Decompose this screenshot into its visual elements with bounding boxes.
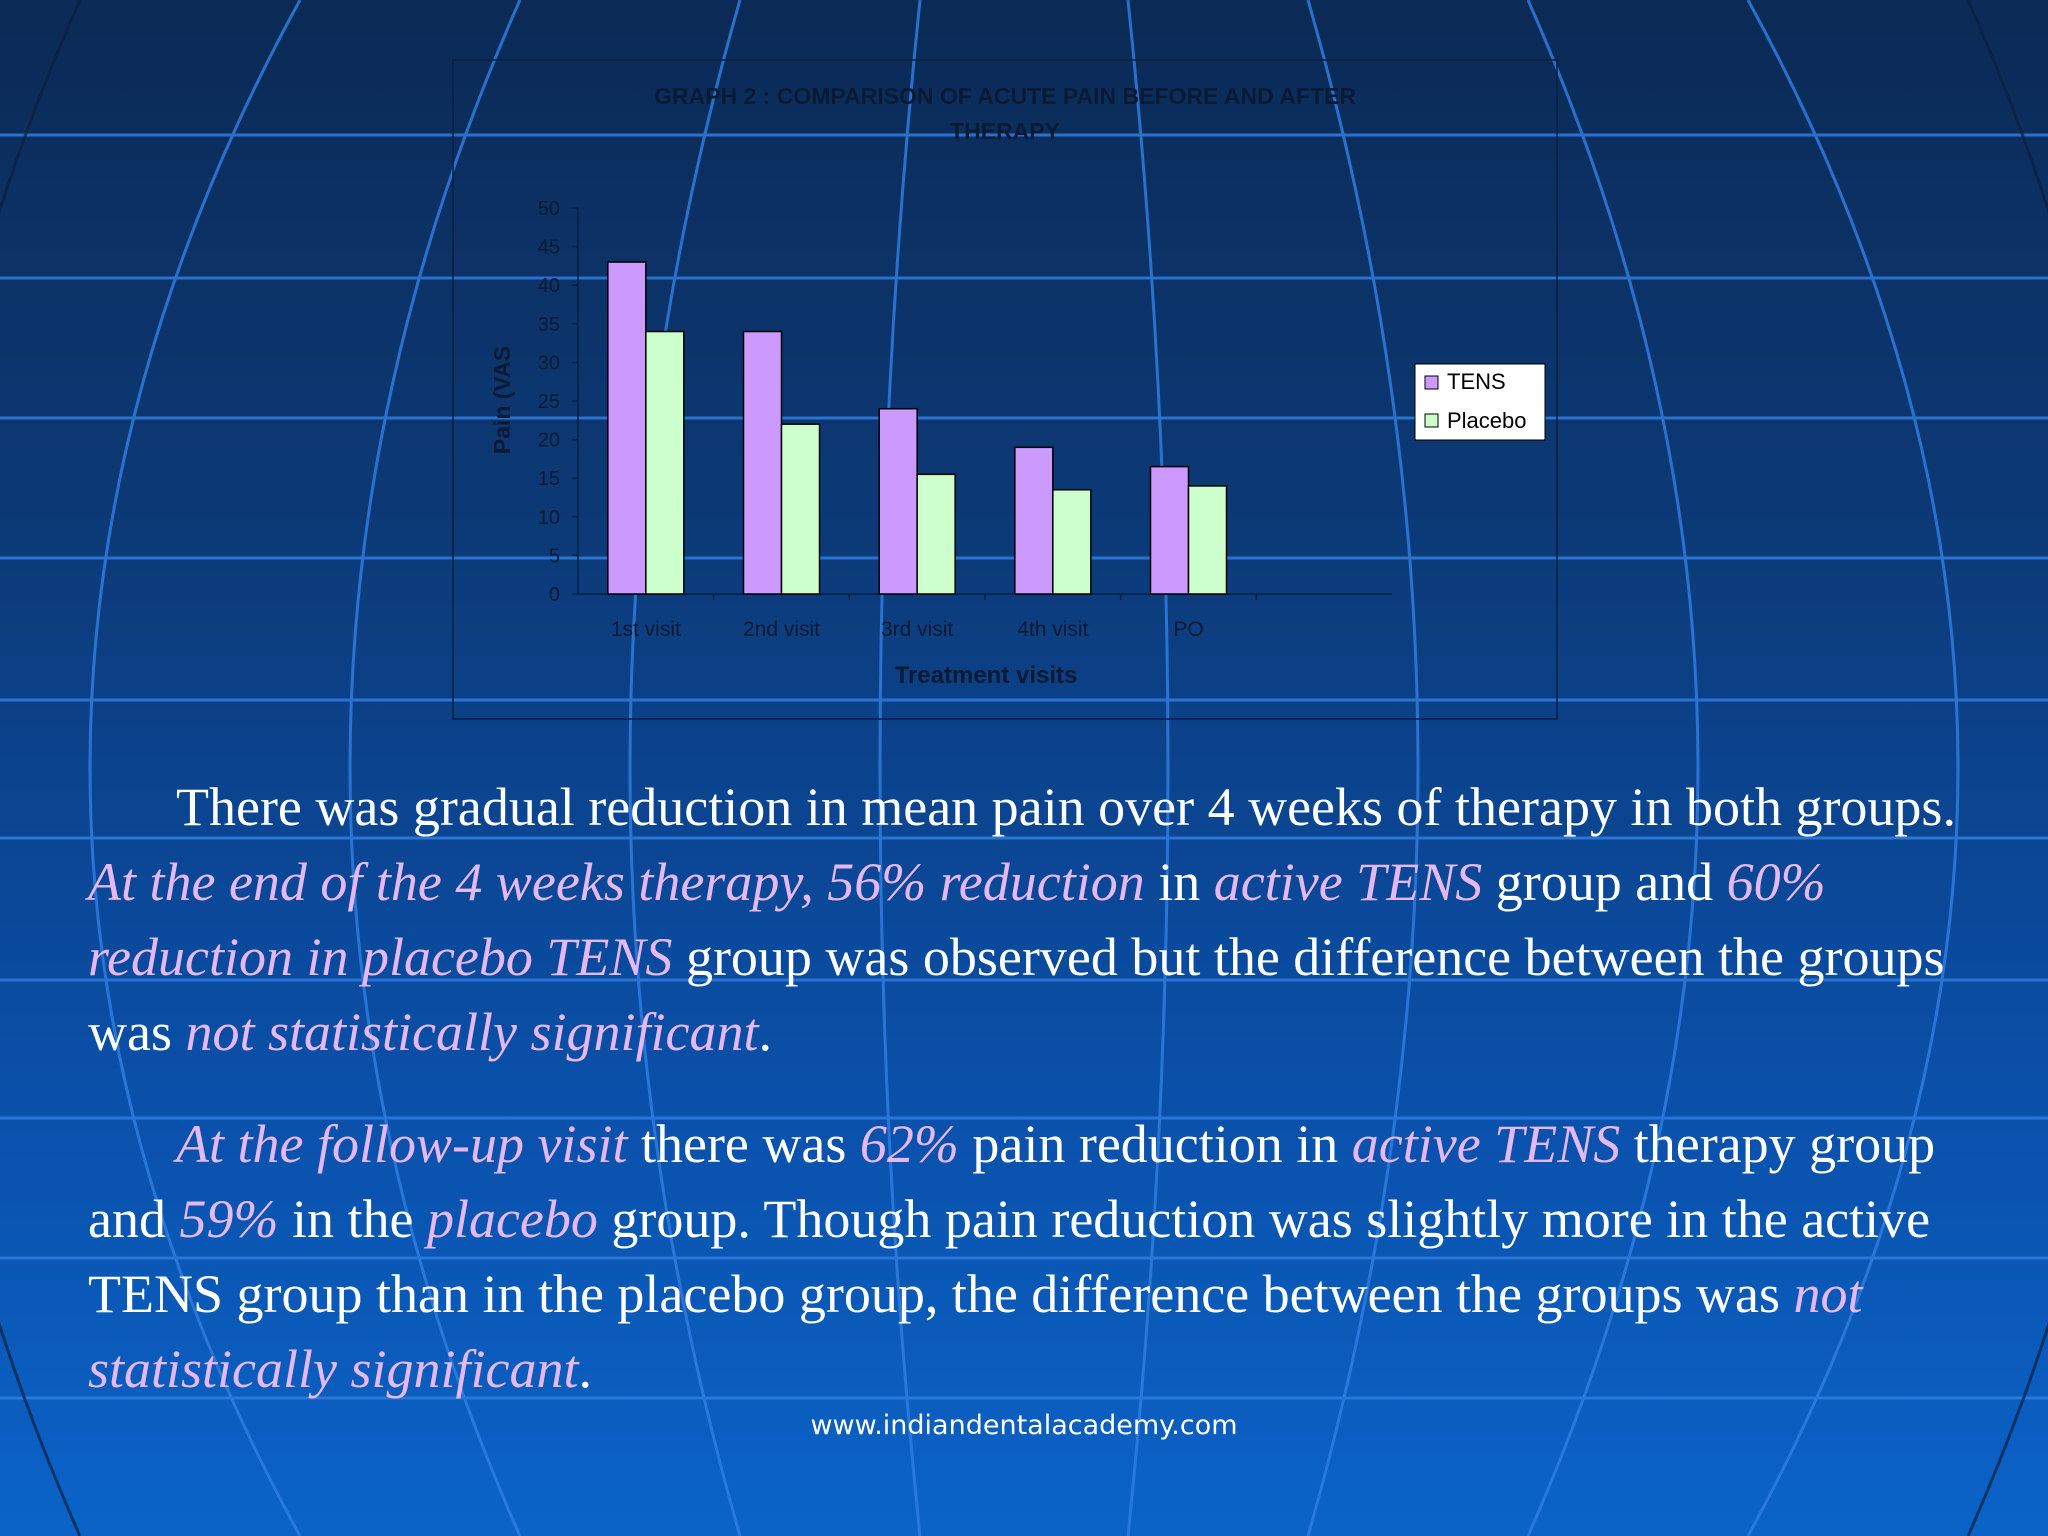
bar-placebo [1187,485,1228,595]
chart-title-line2: THERAPY [950,118,1060,144]
x-axis-label: Treatment visits [895,662,1078,689]
bar-tens [742,330,783,595]
body-text: in [1144,852,1214,912]
x-tick-label: 4th visit [1017,618,1088,641]
y-tick-label: 40 [538,275,560,297]
body-text: . [578,1339,592,1399]
paragraph-2: At the follow-up visit there was 62% pai… [88,1107,1968,1407]
bar-placebo [645,330,685,595]
y-tick-label: 45 [538,237,560,259]
emphasis-text: 60% reduction in placebo TENS [88,852,1826,987]
emphasis-text: 62% [859,1114,959,1174]
body-text: therapy group and [88,1114,1936,1249]
y-axis-label: Pain (VAS [489,346,515,454]
emphasis-text: not statistically significant [88,1264,1863,1399]
x-tick-label: 3rd visit [881,618,954,641]
body-text: pain reduction in [958,1114,1352,1174]
body-text: group was observed but the difference be… [88,927,1945,1062]
y-tick-label: 50 [538,198,560,220]
body-text: in the [278,1189,427,1249]
bar-tens [607,261,647,595]
bar-tens [1149,465,1190,595]
emphasis-text: active TENS [1351,1114,1621,1174]
chart-area [452,59,1558,720]
y-tick-label: 35 [538,314,560,336]
emphasis-text: At the end of the 4 weeks therapy, 56% r… [88,852,1145,912]
y-tick-label: 5 [549,545,560,567]
y-tick-label: 10 [538,507,560,529]
y-tick-label: 20 [538,430,560,452]
legend-label-placebo: Placebo [1447,408,1527,433]
body-text: . [758,1002,772,1062]
body-text: there was [627,1114,860,1174]
y-tick-label: 15 [538,468,560,490]
bar-placebo [780,423,821,595]
footer-url: www.indiandentalacademy.com [810,1410,1238,1441]
chart-bars [607,261,1228,595]
emphasis-text: not statistically significant [185,1002,759,1062]
body-text: group. Though pain reduction was slightl… [88,1189,1931,1324]
chart-legend: TENS Placebo [1414,363,1546,441]
emphasis-text: 59% [179,1189,279,1249]
chart-axes: 0 5 10 15 20 25 30 35 40 45 50 1st visit 2nd visit 3r… [538,198,1392,641]
bar-tens [1014,446,1054,595]
x-tick-label: PO [1173,618,1203,641]
x-tick-label: 1st visit [611,618,681,641]
bar-tens [878,407,918,595]
legend-label-tens: TENS [1447,369,1506,394]
chart-title-line1: GRAPH 2 : COMPARISON OF ACUTE PAIN BEFOR… [654,83,1356,109]
emphasis-text: At the follow-up visit [176,1114,628,1174]
body-text: group and [1482,852,1727,912]
body-text: There was gradual reduction in mean pain… [176,777,1956,837]
emphasis-text: active TENS [1213,852,1483,912]
y-tick-label: 25 [538,391,560,413]
x-tick-label: 2nd visit [743,618,820,641]
y-tick-label: 0 [549,584,560,606]
legend-swatch-placebo [1424,413,1439,428]
bar-placebo [1052,489,1092,595]
legend-swatch-tens [1424,375,1439,390]
bar-placebo [916,473,956,595]
y-tick-label: 30 [538,352,560,374]
paragraph-1: There was gradual reduction in mean pain… [88,770,1968,1070]
emphasis-text: placebo [426,1189,598,1249]
